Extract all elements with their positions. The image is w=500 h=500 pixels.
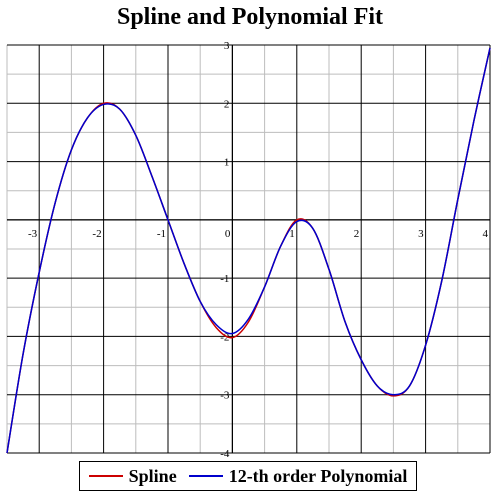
series-layer (6, 47, 491, 454)
x-tick-label: -2 (92, 228, 101, 240)
series-line-spline (6, 47, 491, 454)
y-tick-label: 3 (224, 40, 230, 52)
chart-title: Spline and Polynomial Fit (116, 4, 384, 30)
x-tick-label: 4 (483, 228, 489, 240)
y-tick-label: 1 (224, 157, 230, 169)
y-tick-label: -4 (220, 448, 230, 460)
x-tick-label: 0 (225, 228, 231, 240)
x-tick-label: 2 (354, 228, 360, 240)
legend-item-polynomial: 12-th order Polynomial (188, 465, 408, 487)
legend-swatch-polynomial (188, 475, 223, 477)
legend-swatch-spline (88, 475, 123, 477)
legend-label-spline: Spline (128, 465, 177, 486)
y-tick-label: -1 (220, 273, 229, 285)
legend-label-polynomial: 12-th order Polynomial (228, 465, 408, 486)
x-tick-label: -3 (28, 228, 38, 240)
legend-item-spline: Spline (88, 465, 177, 487)
grid-layer (6, 44, 491, 454)
series-line-polynomial (6, 47, 491, 454)
axes-layer (7, 45, 490, 453)
legend: Spline 12-th order Polynomial (79, 461, 417, 491)
y-tick-label: 2 (224, 98, 230, 110)
tick-label-layer: -3 -2 -1 0 1 2 3 4 -4 -3 -2 -1 1 2 3 (28, 40, 488, 460)
y-tick-label: -2 (220, 331, 229, 343)
x-tick-label: 1 (289, 228, 295, 240)
x-tick-label: 3 (418, 228, 424, 240)
x-tick-label: -1 (157, 228, 166, 240)
y-tick-label: -3 (220, 390, 230, 402)
